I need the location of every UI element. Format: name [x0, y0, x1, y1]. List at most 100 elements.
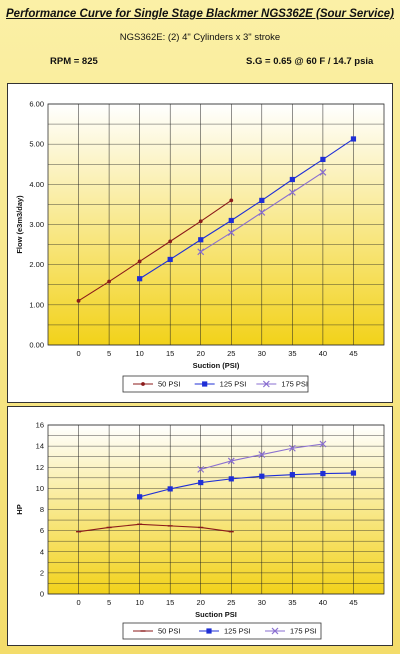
series-50-psi	[76, 198, 234, 303]
y-tick-label: 16	[36, 421, 44, 430]
cylinder-spec: NGS362E: (2) 4" Cylinders x 3" stroke	[119, 32, 281, 43]
x-tick-label: 35	[288, 349, 296, 358]
data-point	[319, 440, 327, 448]
legend-swatch-marker	[271, 627, 279, 635]
x-tick-label: 0	[76, 349, 80, 358]
data-point	[228, 476, 234, 482]
series-125-psi	[137, 136, 357, 282]
series-line	[78, 523, 232, 533]
data-point	[319, 168, 327, 176]
y-tick-label: 3.00	[29, 220, 44, 229]
series-line	[139, 138, 354, 280]
data-point	[167, 256, 173, 263]
data-point	[320, 156, 326, 163]
rpm-label: RPM = 825	[50, 56, 98, 67]
page-title: Performance Curve for Single Stage Black…	[6, 8, 394, 20]
legend-swatch-marker	[141, 382, 145, 386]
x-tick-label: 20	[197, 598, 205, 607]
y-tick-label: 10	[36, 484, 44, 493]
x-tick-label: 0	[76, 598, 80, 607]
data-point	[258, 209, 266, 216]
legend-label: 175 PSI	[281, 380, 308, 389]
legend-swatch-marker	[206, 628, 212, 634]
data-point	[167, 486, 173, 492]
hp-chart-panel: 0 5 10 15 20 25 30 35 40 45 0 2 4 6 8 10 12 14 16 Suction P…	[7, 406, 393, 646]
x-tick-label: 20	[197, 349, 205, 358]
data-point	[137, 494, 143, 500]
data-point	[227, 229, 235, 236]
data-point	[288, 444, 296, 452]
series-50-psi	[76, 523, 234, 533]
x-tick-label: 10	[135, 598, 143, 607]
series-125-psi	[137, 470, 357, 500]
series-line	[78, 199, 232, 302]
y-tick-label: 12	[36, 463, 44, 472]
x-tick-label: 30	[258, 598, 266, 607]
x-tick-label: 30	[258, 349, 266, 358]
x-tick-label: 45	[349, 349, 357, 358]
data-point	[259, 197, 265, 203]
data-point	[198, 219, 203, 224]
x-tick-label: 45	[349, 598, 357, 607]
legend-label: 175 PSI	[290, 627, 317, 636]
data-point	[320, 470, 326, 477]
data-point	[168, 239, 173, 244]
x-tick-label: 25	[227, 598, 235, 607]
y-tick-label: 2	[40, 568, 44, 577]
y-tick-label: 4.00	[29, 180, 44, 189]
y-tick-label: 0.00	[29, 341, 44, 350]
x-tick-label: 40	[319, 598, 327, 607]
x-tick-label: 15	[166, 349, 174, 358]
y-tick-label: 14	[36, 442, 44, 451]
data-point	[137, 276, 143, 282]
hp-chart: 0 5 10 15 20 25 30 35 40 45 0 2 4 6 8 10 12 14 16 Suction P…	[15, 421, 385, 640]
data-point	[259, 473, 265, 479]
x-axis-label: Suction (PSI)	[193, 361, 240, 370]
data-point	[288, 188, 296, 196]
y-tick-label: 1.00	[29, 300, 44, 309]
legend-swatch-marker	[202, 381, 208, 387]
data-point	[197, 465, 205, 473]
x-tick-label: 5	[107, 598, 111, 607]
legend-label: 50 PSI	[158, 627, 181, 636]
legend-box	[122, 375, 309, 393]
y-axis-label: Flow (e3m3/day)	[15, 195, 24, 254]
data-point	[350, 470, 357, 476]
data-point	[198, 479, 204, 486]
x-tick-label: 35	[288, 598, 296, 607]
x-tick-label: 10	[135, 349, 143, 358]
data-point	[350, 136, 357, 142]
x-tick-label: 5	[107, 349, 111, 358]
flow-chart-panel: 0 5 10 15 20 25 30 35 40 45 0.00 1.00 2.00 3.00 4.00 5.…	[7, 83, 393, 403]
x-tick-label: 15	[166, 598, 174, 607]
y-tick-label: 5.00	[29, 140, 44, 149]
y-tick-label: 6	[40, 526, 44, 535]
y-tick-label: 8	[40, 505, 44, 514]
data-point	[258, 451, 266, 458]
y-tick-label: 4	[40, 547, 44, 556]
y-tick-label: 0	[40, 590, 44, 599]
flow-chart: 0 5 10 15 20 25 30 35 40 45 0.00 1.00 2.00 3.00 4.00 5.…	[15, 100, 385, 393]
data-point	[229, 198, 234, 203]
x-tick-label: 25	[227, 349, 235, 358]
series-175-psi	[197, 168, 327, 256]
legend-swatch-marker	[262, 380, 270, 388]
legend-label: 125 PSI	[220, 380, 247, 389]
x-axis-label: Suction PSI	[195, 610, 237, 619]
y-tick-label: 2.00	[29, 260, 44, 269]
y-tick-label: 6.00	[29, 100, 44, 109]
data-point	[76, 298, 81, 303]
data-point	[137, 259, 142, 264]
series-line	[139, 472, 354, 498]
series-175-psi	[197, 440, 327, 473]
legend-label: 125 PSI	[224, 627, 251, 636]
data-point	[227, 457, 235, 465]
data-point	[107, 279, 111, 284]
legend-label: 50 PSI	[158, 380, 181, 389]
data-point	[289, 472, 295, 478]
legend-box	[122, 622, 322, 640]
legend: 50 PSI 125 PSI 175 PSI	[122, 622, 322, 640]
specific-gravity-label: S.G = 0.65 @ 60 F / 14.7 psia	[246, 56, 374, 67]
data-point	[198, 237, 204, 243]
